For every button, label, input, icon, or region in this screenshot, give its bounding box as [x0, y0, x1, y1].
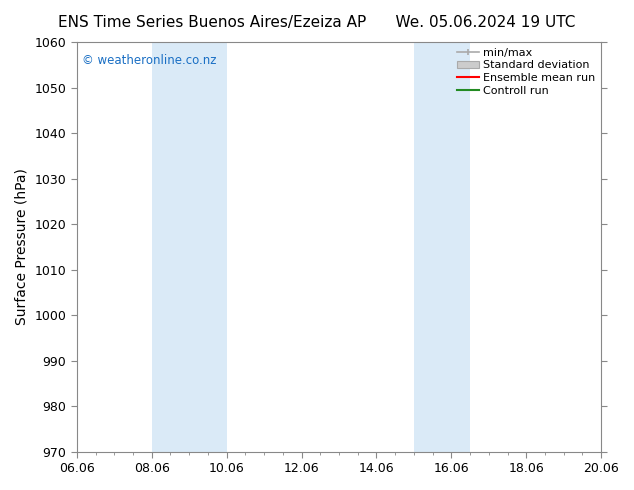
- Y-axis label: Surface Pressure (hPa): Surface Pressure (hPa): [15, 169, 29, 325]
- Legend: min/max, Standard deviation, Ensemble mean run, Controll run: min/max, Standard deviation, Ensemble me…: [455, 46, 598, 98]
- Bar: [152, 42, 226, 452]
- Bar: [414, 42, 470, 452]
- Text: © weatheronline.co.nz: © weatheronline.co.nz: [82, 54, 217, 67]
- Text: ENS Time Series Buenos Aires/Ezeiza AP      We. 05.06.2024 19 UTC: ENS Time Series Buenos Aires/Ezeiza AP W…: [58, 15, 576, 30]
